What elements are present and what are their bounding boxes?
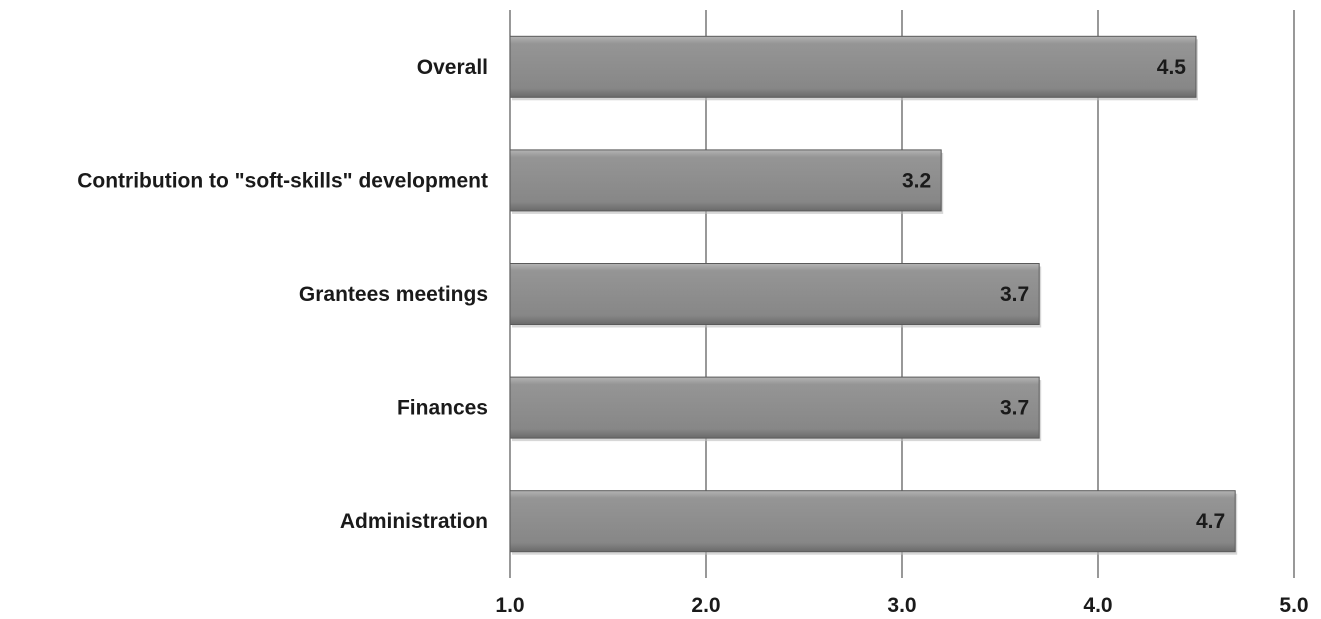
category-label: Overall: [417, 56, 488, 79]
data-label: 3.2: [902, 169, 931, 192]
data-label: 3.7: [1000, 283, 1029, 306]
data-label: 4.5: [1157, 56, 1187, 79]
category-label: Administration: [340, 510, 488, 533]
bars: 4.5 3.2 3.7 3.7 4.7: [509, 35, 1238, 555]
bar: [509, 263, 1040, 325]
x-tick-label: 1.0: [495, 594, 524, 617]
x-tick-label: 2.0: [691, 594, 720, 617]
bar: [509, 35, 1197, 98]
category-labels: Overall Contribution to "soft-skills" dev…: [77, 56, 488, 533]
category-label: Contribution to "soft-skills" developmen…: [77, 169, 488, 192]
bar: [509, 149, 942, 212]
bar: [509, 376, 1040, 439]
x-tick-label: 5.0: [1279, 594, 1308, 617]
data-label: 4.7: [1196, 510, 1225, 533]
bar: [509, 490, 1236, 553]
x-axis-tick-labels: 1.0 2.0 3.0 4.0 5.0: [495, 594, 1308, 617]
x-tick-label: 3.0: [887, 594, 916, 617]
category-label: Finances: [397, 397, 488, 420]
data-label: 3.7: [1000, 397, 1029, 420]
category-label: Grantees meetings: [299, 283, 488, 306]
x-tick-label: 4.0: [1083, 594, 1112, 617]
